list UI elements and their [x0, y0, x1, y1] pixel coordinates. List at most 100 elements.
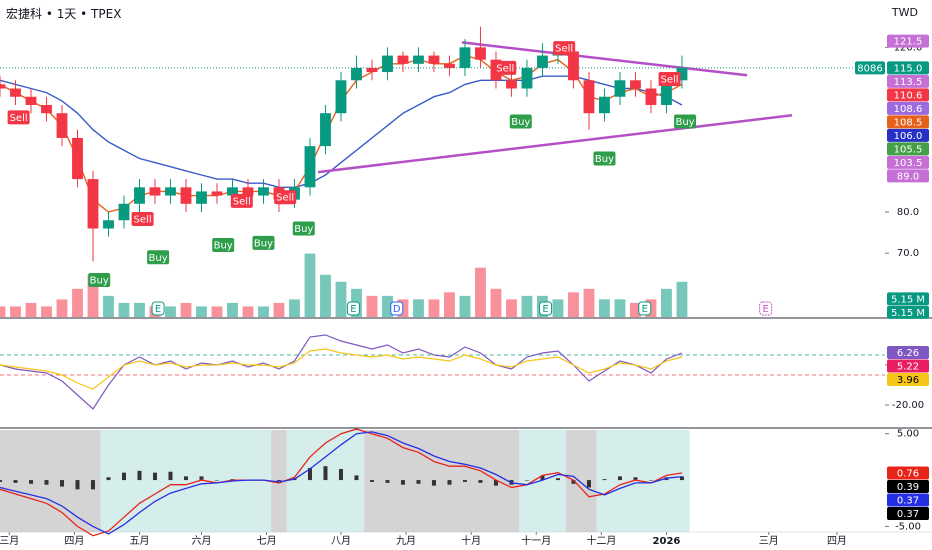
macd-histogram	[13, 480, 18, 483]
candle-body	[645, 88, 657, 105]
macd-histogram	[462, 480, 467, 482]
candle-body	[599, 96, 610, 114]
x-tick-label: 三月	[0, 535, 19, 547]
candle-body	[10, 88, 21, 97]
candle-body	[25, 96, 37, 105]
candle-body	[0, 84, 6, 89]
x-tick-label: 六月	[191, 535, 211, 547]
event-label: E	[155, 304, 161, 315]
y-tick-label: 70.0	[897, 248, 919, 259]
axis-tag-label: 5.15 M	[891, 308, 925, 319]
macd-histogram	[59, 480, 64, 487]
x-tick-label: 四月	[64, 535, 84, 547]
x-tick-label: 三月	[759, 535, 779, 547]
macd-regime	[317, 430, 334, 532]
macd-regime	[658, 430, 675, 532]
candle-body	[56, 113, 68, 138]
trendline	[317, 114, 793, 174]
volume-bar	[506, 299, 517, 317]
x-tick-label: 五月	[129, 535, 149, 547]
macd-histogram	[214, 480, 219, 481]
axis-tag-label: 108.6	[894, 104, 923, 115]
macd-histogram	[540, 475, 545, 481]
signal-badge	[7, 110, 30, 125]
candle-body	[72, 137, 83, 180]
volume-bar	[211, 306, 223, 317]
candle-body	[103, 220, 114, 229]
axis-tag-label: 89.0	[897, 171, 919, 182]
signal-label: Sell	[496, 63, 514, 74]
macd-regime	[162, 430, 179, 532]
macd-regime	[100, 430, 117, 532]
x-tick-label: 四月	[827, 535, 847, 547]
candle-body	[351, 67, 362, 81]
volume-bar	[196, 306, 207, 317]
axis-tag-label: 6.26	[897, 348, 919, 359]
macd-histogram	[75, 480, 80, 490]
macd-regime	[255, 430, 272, 532]
axis-tag	[887, 128, 929, 142]
candle-body	[118, 203, 130, 221]
axis-tag	[887, 74, 929, 88]
macd-histogram	[602, 479, 607, 481]
signal-badge	[131, 212, 154, 227]
macd-histogram	[524, 480, 529, 481]
candle-body	[211, 191, 223, 196]
event-label: E	[762, 304, 768, 315]
macd-histogram	[447, 480, 452, 485]
x-tick-label: 七月	[257, 535, 277, 547]
signal-label: Buy	[294, 224, 313, 235]
candle-body	[444, 63, 455, 68]
x-tick-label: 十二月	[586, 534, 616, 547]
volume-bar	[521, 295, 533, 317]
macd-line	[0, 431, 683, 535]
macd-histogram	[478, 480, 483, 483]
candle-body	[149, 187, 161, 196]
macd-histogram	[137, 470, 142, 481]
signal-label: Sell	[10, 113, 28, 124]
macd-histogram	[400, 480, 405, 485]
volume-bar	[459, 295, 471, 317]
axis-tag	[887, 345, 929, 359]
candle-body	[304, 146, 316, 188]
axis-tag	[887, 466, 929, 480]
signal-badge	[274, 190, 297, 205]
x-tick-label: 2026	[653, 536, 681, 547]
macd-histogram	[633, 477, 638, 481]
event-marker	[759, 301, 773, 316]
signal-badge	[509, 114, 532, 129]
candle-body	[320, 113, 331, 147]
candle-body	[196, 191, 207, 204]
macd-histogram	[121, 472, 126, 481]
candle-body	[366, 67, 378, 73]
macd-histogram	[648, 480, 653, 481]
axis-tag	[887, 34, 929, 48]
macd-histogram	[168, 471, 173, 481]
macd-line	[0, 428, 683, 537]
axis-tag-label: 5.15 M	[891, 294, 925, 305]
volume-bar	[134, 302, 145, 317]
macd-histogram	[416, 480, 421, 484]
macd-histogram	[44, 480, 49, 485]
candle-body	[630, 80, 641, 89]
macd-histogram	[199, 476, 204, 481]
candle-body	[506, 80, 517, 89]
axis-tag-label: 108.5	[894, 117, 923, 128]
candle-body	[397, 55, 409, 64]
volume-bar	[475, 267, 486, 317]
volume-bar	[676, 281, 688, 317]
axis-tag-label: 110.6	[894, 90, 923, 101]
y-tick-label: -5.00	[895, 521, 921, 532]
trendline	[461, 41, 748, 77]
y-tick-label: 80.0	[897, 207, 919, 218]
macd-histogram	[90, 480, 95, 490]
signal-label: Sell	[134, 215, 152, 226]
macd-regime	[643, 430, 659, 532]
candle-body	[459, 47, 471, 68]
volume-bar	[382, 295, 393, 317]
y-tick-label: 120.0	[894, 42, 923, 53]
signal-badge	[674, 114, 697, 129]
macd-regime	[193, 430, 210, 532]
signal-label: Buy	[214, 240, 233, 251]
